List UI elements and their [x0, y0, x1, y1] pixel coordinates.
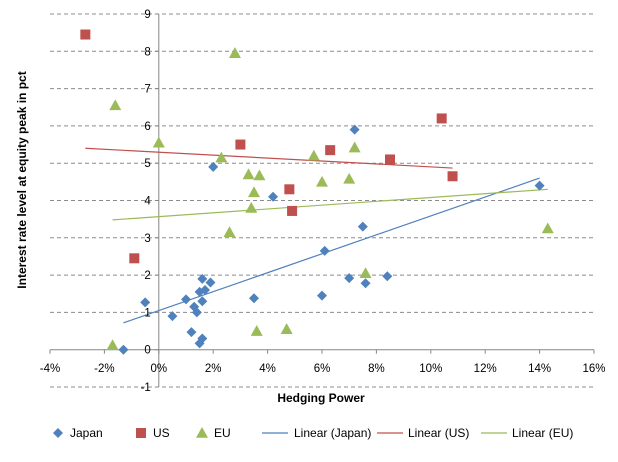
eu-point	[280, 323, 293, 334]
japan-point	[205, 277, 216, 288]
japan-point	[118, 344, 129, 355]
eu-point	[228, 47, 241, 58]
legend: Japan US EU Linear (Japan) Linear (US) Linear…	[53, 426, 573, 440]
eu-point	[106, 339, 119, 351]
legend-trendline-label: Linear (EU)	[512, 426, 573, 440]
y-tick-label: 9	[144, 9, 150, 21]
y-tick-label: 6	[144, 121, 150, 133]
japan-point	[200, 285, 211, 296]
japan-point	[360, 278, 371, 289]
japan-point	[268, 191, 279, 202]
japan-point	[534, 180, 545, 191]
eu-point	[541, 222, 554, 234]
x-tick-label: 14%	[528, 363, 551, 375]
us-point	[447, 171, 458, 182]
japan-point	[140, 297, 151, 308]
japan-point	[186, 327, 197, 338]
x-axis-title: Hedging Power	[277, 391, 365, 405]
y-tick-label: 5	[144, 158, 150, 170]
us-point	[385, 154, 395, 165]
trendlines	[85, 147, 548, 324]
eu-point	[215, 151, 228, 163]
legend-japan-label: Japan	[70, 426, 103, 440]
trendline	[112, 188, 548, 221]
x-tick-label: 4%	[259, 363, 276, 375]
eu-point	[245, 201, 258, 213]
eu-point	[348, 141, 361, 153]
japan-point	[349, 124, 360, 135]
eu-point	[152, 136, 165, 148]
legend-eu-label: EU	[214, 426, 231, 440]
us-point	[129, 253, 140, 264]
japan-point	[181, 294, 191, 305]
x-tick-label: 10%	[419, 363, 442, 375]
japan-point	[317, 290, 327, 301]
x-tick-label: 6%	[314, 363, 331, 375]
legend-us-marker	[136, 428, 146, 438]
x-tick-label: 16%	[582, 363, 605, 375]
japan-point	[319, 245, 330, 256]
legend-eu-marker	[196, 427, 208, 438]
us-point	[287, 205, 298, 216]
x-tick-label: 2%	[205, 363, 222, 375]
legend-trendline-label: Linear (Japan)	[294, 426, 371, 440]
y-tick-label: -1	[141, 382, 151, 394]
us-point	[80, 29, 91, 40]
x-tick-label: 0%	[150, 363, 167, 375]
eu-point	[316, 175, 328, 187]
trendline	[85, 147, 453, 169]
japan-point	[191, 307, 202, 318]
japan-point	[197, 296, 208, 307]
japan-point	[208, 161, 219, 172]
eu-point	[242, 168, 255, 180]
trendline	[123, 177, 540, 324]
data-points	[80, 29, 554, 355]
y-axis-title: Interest rate level at equity peak in pc…	[15, 71, 29, 288]
japan-point	[344, 273, 355, 284]
japan-point	[382, 271, 393, 282]
japan-point	[357, 221, 368, 232]
eu-point	[253, 169, 266, 181]
eu-point	[248, 186, 260, 198]
y-tick-label: 1	[144, 307, 150, 319]
eu-point	[343, 172, 356, 184]
japan-point	[197, 273, 208, 284]
eu-point	[307, 149, 320, 161]
eu-point	[223, 226, 236, 238]
legend-us-label: US	[153, 426, 170, 440]
japan-point	[167, 311, 178, 322]
x-tick-label: 12%	[474, 363, 497, 375]
legend-japan-marker	[53, 428, 63, 438]
eu-point	[109, 99, 122, 111]
gridlines	[50, 13, 594, 388]
us-point	[325, 145, 336, 156]
eu-point	[250, 325, 263, 336]
x-tick-label: -2%	[94, 363, 114, 375]
x-tick-label: 8%	[368, 363, 385, 375]
y-tick-label: 8	[144, 46, 150, 58]
axes	[49, 13, 595, 388]
us-point	[235, 139, 246, 150]
us-point	[284, 184, 295, 195]
japan-point	[249, 293, 259, 304]
y-tick-label: 4	[144, 196, 151, 208]
y-tick-label: 7	[144, 84, 150, 96]
japan-point	[197, 333, 208, 344]
y-tick-label: 0	[144, 345, 150, 357]
y-tick-label: 3	[144, 233, 150, 245]
tick-labels: -4% -2% 0% 2% 4% 6% 8% 10% 12% 14% 16% -1 0 1 2 3 4 5 6 7 8 9	[40, 9, 606, 394]
legend-trendline-label: Linear (US)	[408, 426, 469, 440]
us-point	[436, 113, 447, 124]
x-tick-label: -4%	[40, 363, 60, 375]
eu-point	[359, 267, 372, 279]
y-tick-label: 2	[144, 270, 150, 282]
